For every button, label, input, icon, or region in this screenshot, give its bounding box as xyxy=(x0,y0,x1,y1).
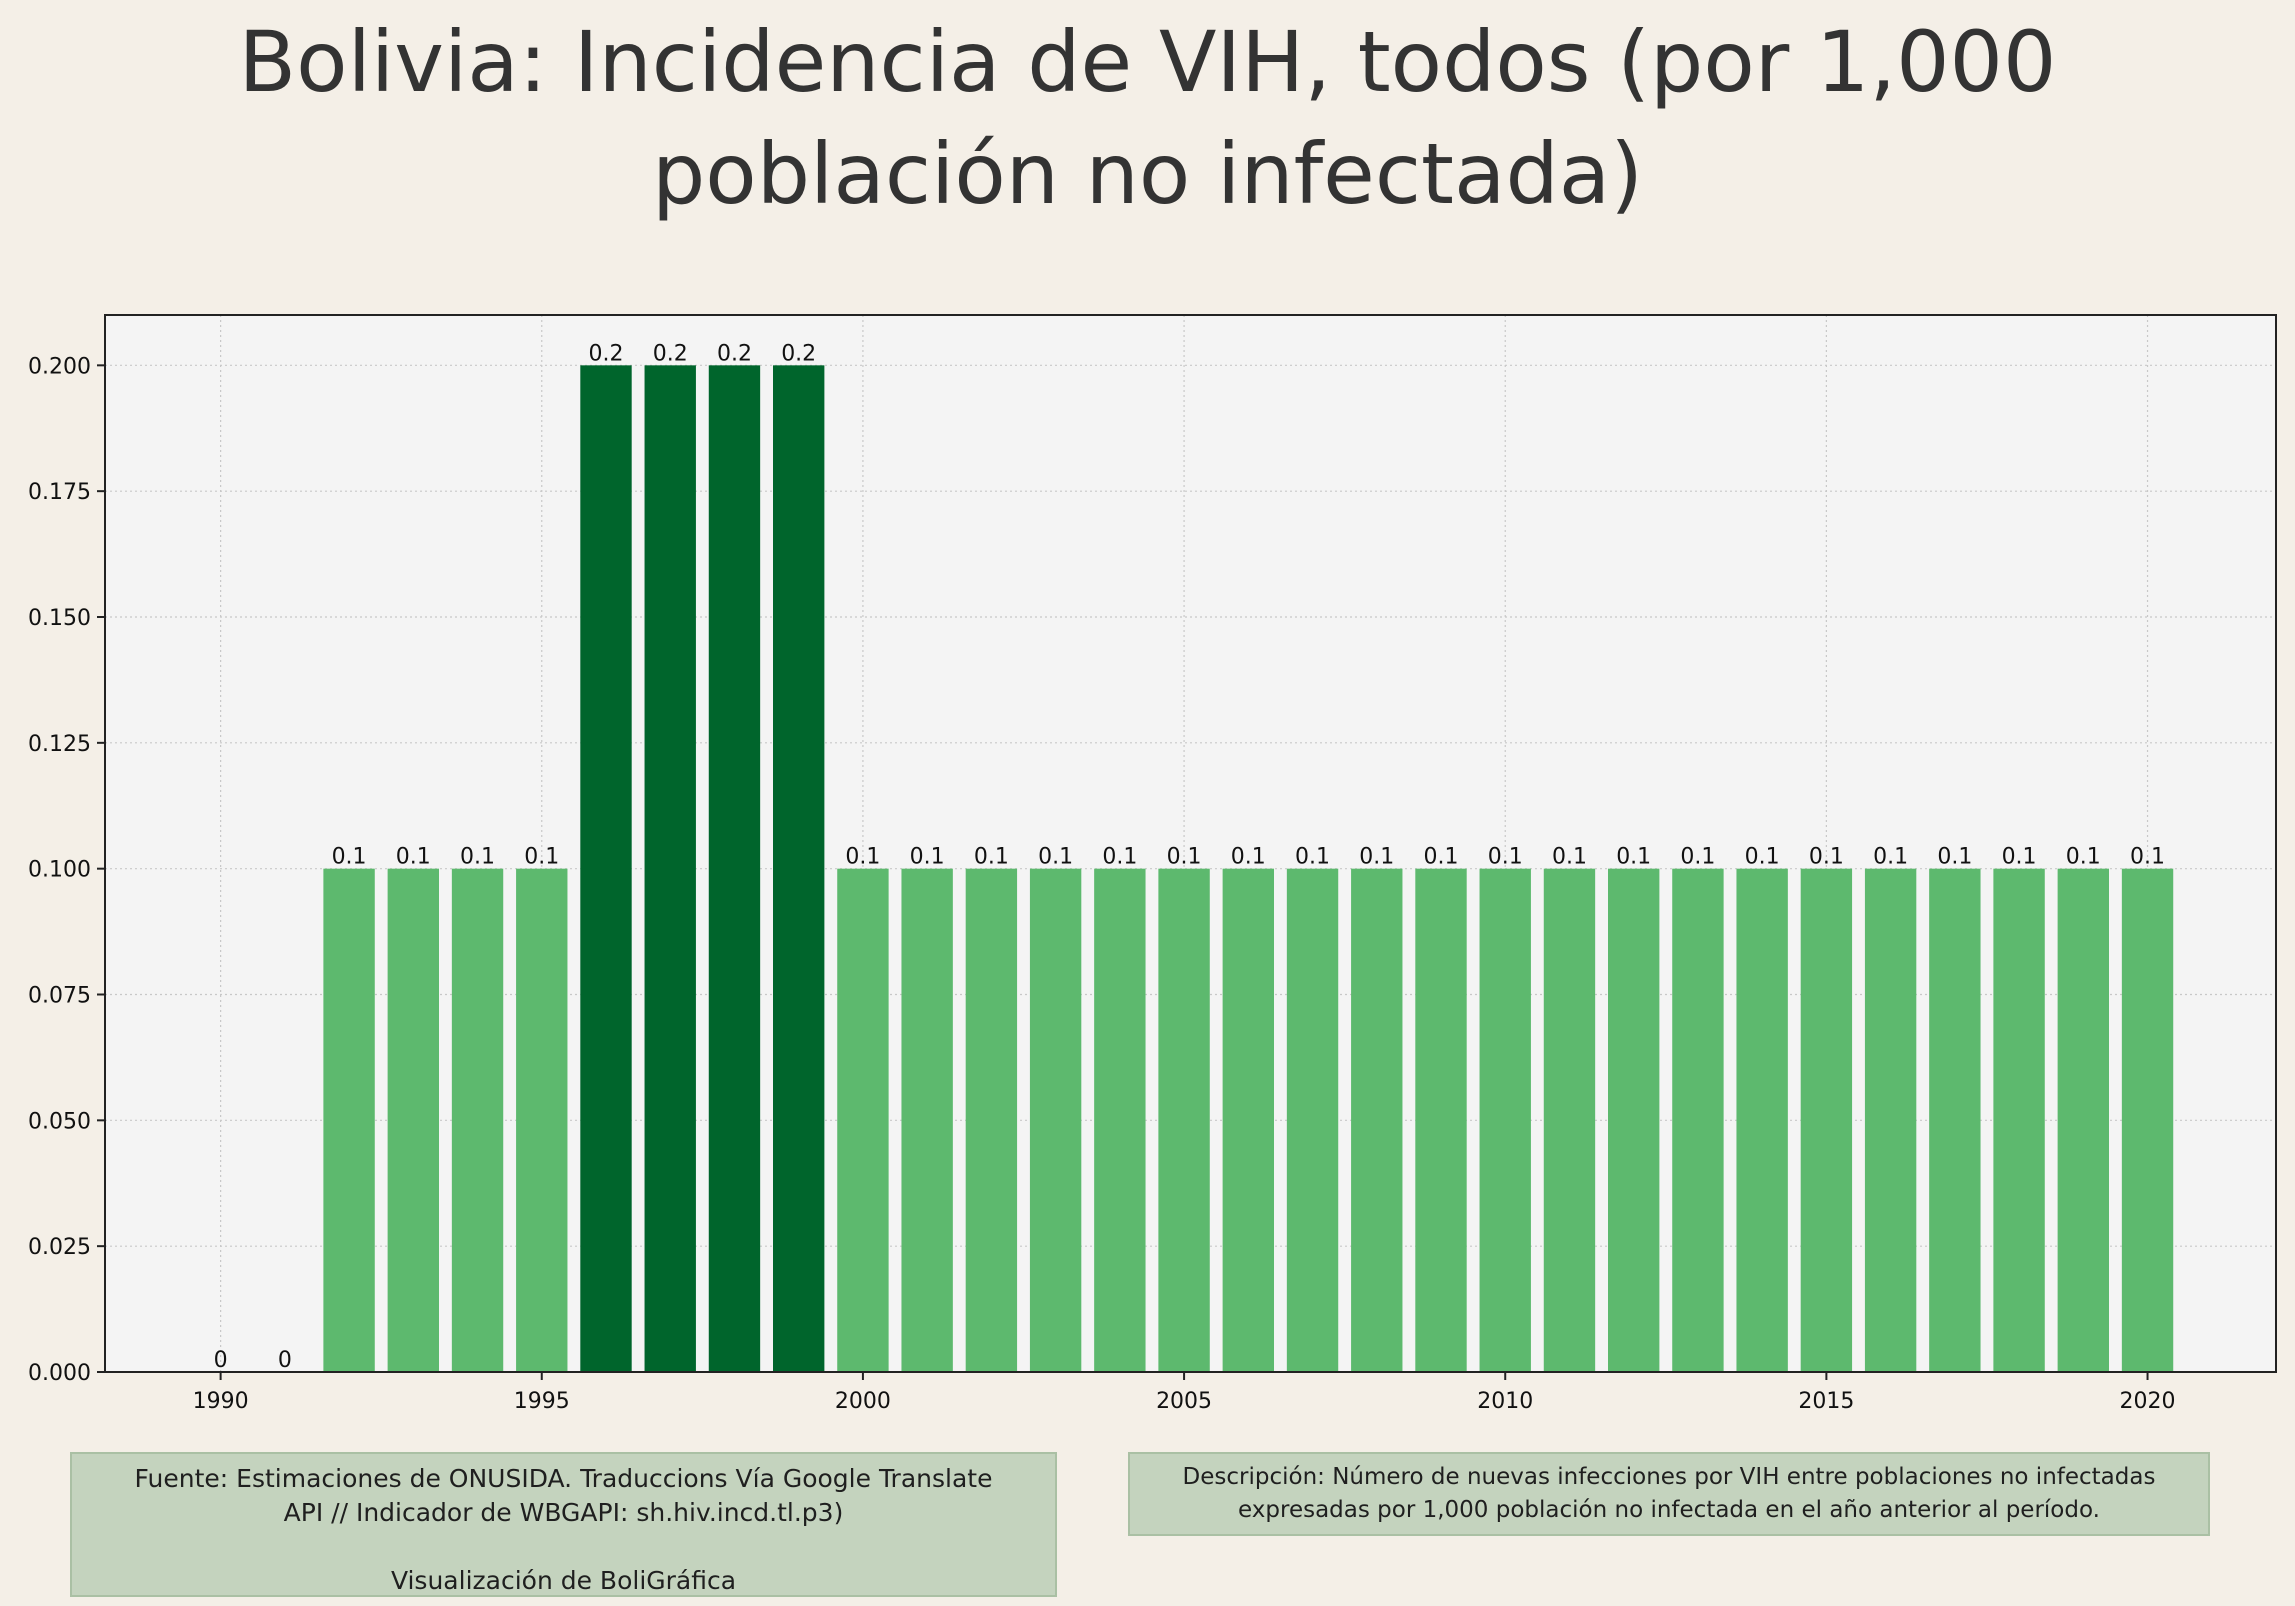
bar-data-label: 0.1 xyxy=(460,845,495,870)
bar-data-label: 0.1 xyxy=(1552,845,1587,870)
bar-data-label: 0.2 xyxy=(717,341,752,366)
y-tick-label: 0.075 xyxy=(28,984,91,1009)
bar-data-label: 0 xyxy=(214,1348,228,1373)
bar xyxy=(1286,868,1339,1372)
bar-chart: 0 0 0.1 0.1 0.1 0.1 0.2 0.2 0.2 0.2 0.1 0.1 0.1 0.1 0.… xyxy=(28,314,2277,1414)
y-tick-label: 0.150 xyxy=(28,606,91,631)
bar-data-label: 0 xyxy=(278,1348,292,1373)
bar xyxy=(580,365,632,1372)
y-tick-label: 0.000 xyxy=(28,1361,91,1386)
bar-data-label: 0.2 xyxy=(653,341,688,366)
bar-data-label: 0.1 xyxy=(1616,845,1651,870)
bar xyxy=(1029,868,1082,1372)
x-tick-label: 2010 xyxy=(1477,1389,1533,1414)
bar xyxy=(1736,868,1788,1372)
description-note: Descripción: Número de nuevas infeccione… xyxy=(1128,1452,2210,1536)
bar-data-label: 0.1 xyxy=(524,845,559,870)
bar-data-label: 0.1 xyxy=(2130,845,2165,870)
description-line-1: Descripción: Número de nuevas infeccione… xyxy=(1182,1464,2156,1490)
x-tick-label: 2000 xyxy=(835,1389,891,1414)
bar-data-label: 0.1 xyxy=(1937,845,1972,870)
x-tick-label: 2005 xyxy=(1156,1389,1212,1414)
plot-frame xyxy=(104,314,2277,1373)
bar xyxy=(1158,868,1210,1372)
bar xyxy=(773,365,825,1372)
bar xyxy=(1094,868,1146,1372)
chart-title: Bolivia: Incidencia de VIH, todos (por 1… xyxy=(0,6,2295,230)
bar-data-label: 0.1 xyxy=(396,845,431,870)
description-line-2: expresadas por 1,000 población no infect… xyxy=(1238,1497,2100,1523)
bar-data-label: 0.1 xyxy=(1359,845,1394,870)
bar xyxy=(323,868,375,1372)
bar xyxy=(644,365,696,1372)
bar xyxy=(1672,868,1724,1372)
bar-data-label: 0.1 xyxy=(1809,845,1844,870)
x-tick-label: 1995 xyxy=(514,1389,570,1414)
bar xyxy=(516,868,568,1372)
x-tick-label: 2015 xyxy=(1798,1389,1854,1414)
bar xyxy=(965,868,1018,1372)
x-tick-label: 2020 xyxy=(2120,1389,2176,1414)
y-tick-label: 0.200 xyxy=(28,354,91,379)
bar-data-label: 0.1 xyxy=(1680,845,1715,870)
bar-data-label: 0.1 xyxy=(1167,845,1202,870)
bar-data-label: 0.1 xyxy=(1745,845,1780,870)
bar xyxy=(1415,868,1467,1372)
bar xyxy=(387,868,439,1372)
chart-title-line-2: población no infectada) xyxy=(651,125,1644,223)
bar-data-label: 0.2 xyxy=(589,341,624,366)
y-tick-label: 0.175 xyxy=(28,480,91,505)
bar xyxy=(2121,868,2174,1372)
chart-title-line-1: Bolivia: Incidencia de VIH, todos (por 1… xyxy=(238,13,2057,111)
bar xyxy=(1608,868,1660,1372)
bar-data-label: 0.1 xyxy=(910,845,945,870)
bar xyxy=(1864,868,1917,1372)
bar-data-label: 0.2 xyxy=(781,341,816,366)
y-tick-label: 0.100 xyxy=(28,858,91,883)
bar xyxy=(1800,868,1853,1372)
bar-data-label: 0.1 xyxy=(1424,845,1459,870)
bar-data-label: 0.1 xyxy=(1488,845,1523,870)
bar xyxy=(1993,868,2045,1372)
bar xyxy=(1543,868,1596,1372)
y-tick-label: 0.125 xyxy=(28,732,91,757)
bar xyxy=(2057,868,2109,1372)
bar-data-label: 0.1 xyxy=(332,845,367,870)
bar-data-label: 0.1 xyxy=(1295,845,1330,870)
bar xyxy=(1929,868,1981,1372)
y-tick-label: 0.025 xyxy=(28,1235,91,1260)
bar xyxy=(901,868,953,1372)
bar-data-label: 0.1 xyxy=(2066,845,2101,870)
bar xyxy=(1479,868,1531,1372)
bar xyxy=(1222,868,1274,1372)
source-line-2: API // Indicador de WBGAPI: sh.hiv.incd.… xyxy=(283,1498,844,1527)
bar xyxy=(708,365,761,1372)
bar-data-label: 0.1 xyxy=(1102,845,1137,870)
bar-data-label: 0.1 xyxy=(2002,845,2037,870)
bar xyxy=(837,868,889,1372)
source-line-1: Fuente: Estimaciones de ONUSIDA. Traducc… xyxy=(134,1464,993,1493)
bar-data-label: 0.1 xyxy=(845,845,880,870)
bar-data-label: 0.1 xyxy=(974,845,1009,870)
bar xyxy=(451,868,504,1372)
bar-data-label: 0.1 xyxy=(1038,845,1073,870)
bar-data-label: 0.1 xyxy=(1873,845,1908,870)
visualization-credit: Visualización de BoliGráfica xyxy=(390,1566,737,1595)
bar-data-label: 0.1 xyxy=(1231,845,1266,870)
bar xyxy=(1351,868,1403,1372)
x-tick-label: 1990 xyxy=(193,1389,249,1414)
y-tick-label: 0.050 xyxy=(28,1109,91,1134)
source-note: Fuente: Estimaciones de ONUSIDA. Traducc… xyxy=(70,1452,1057,1597)
